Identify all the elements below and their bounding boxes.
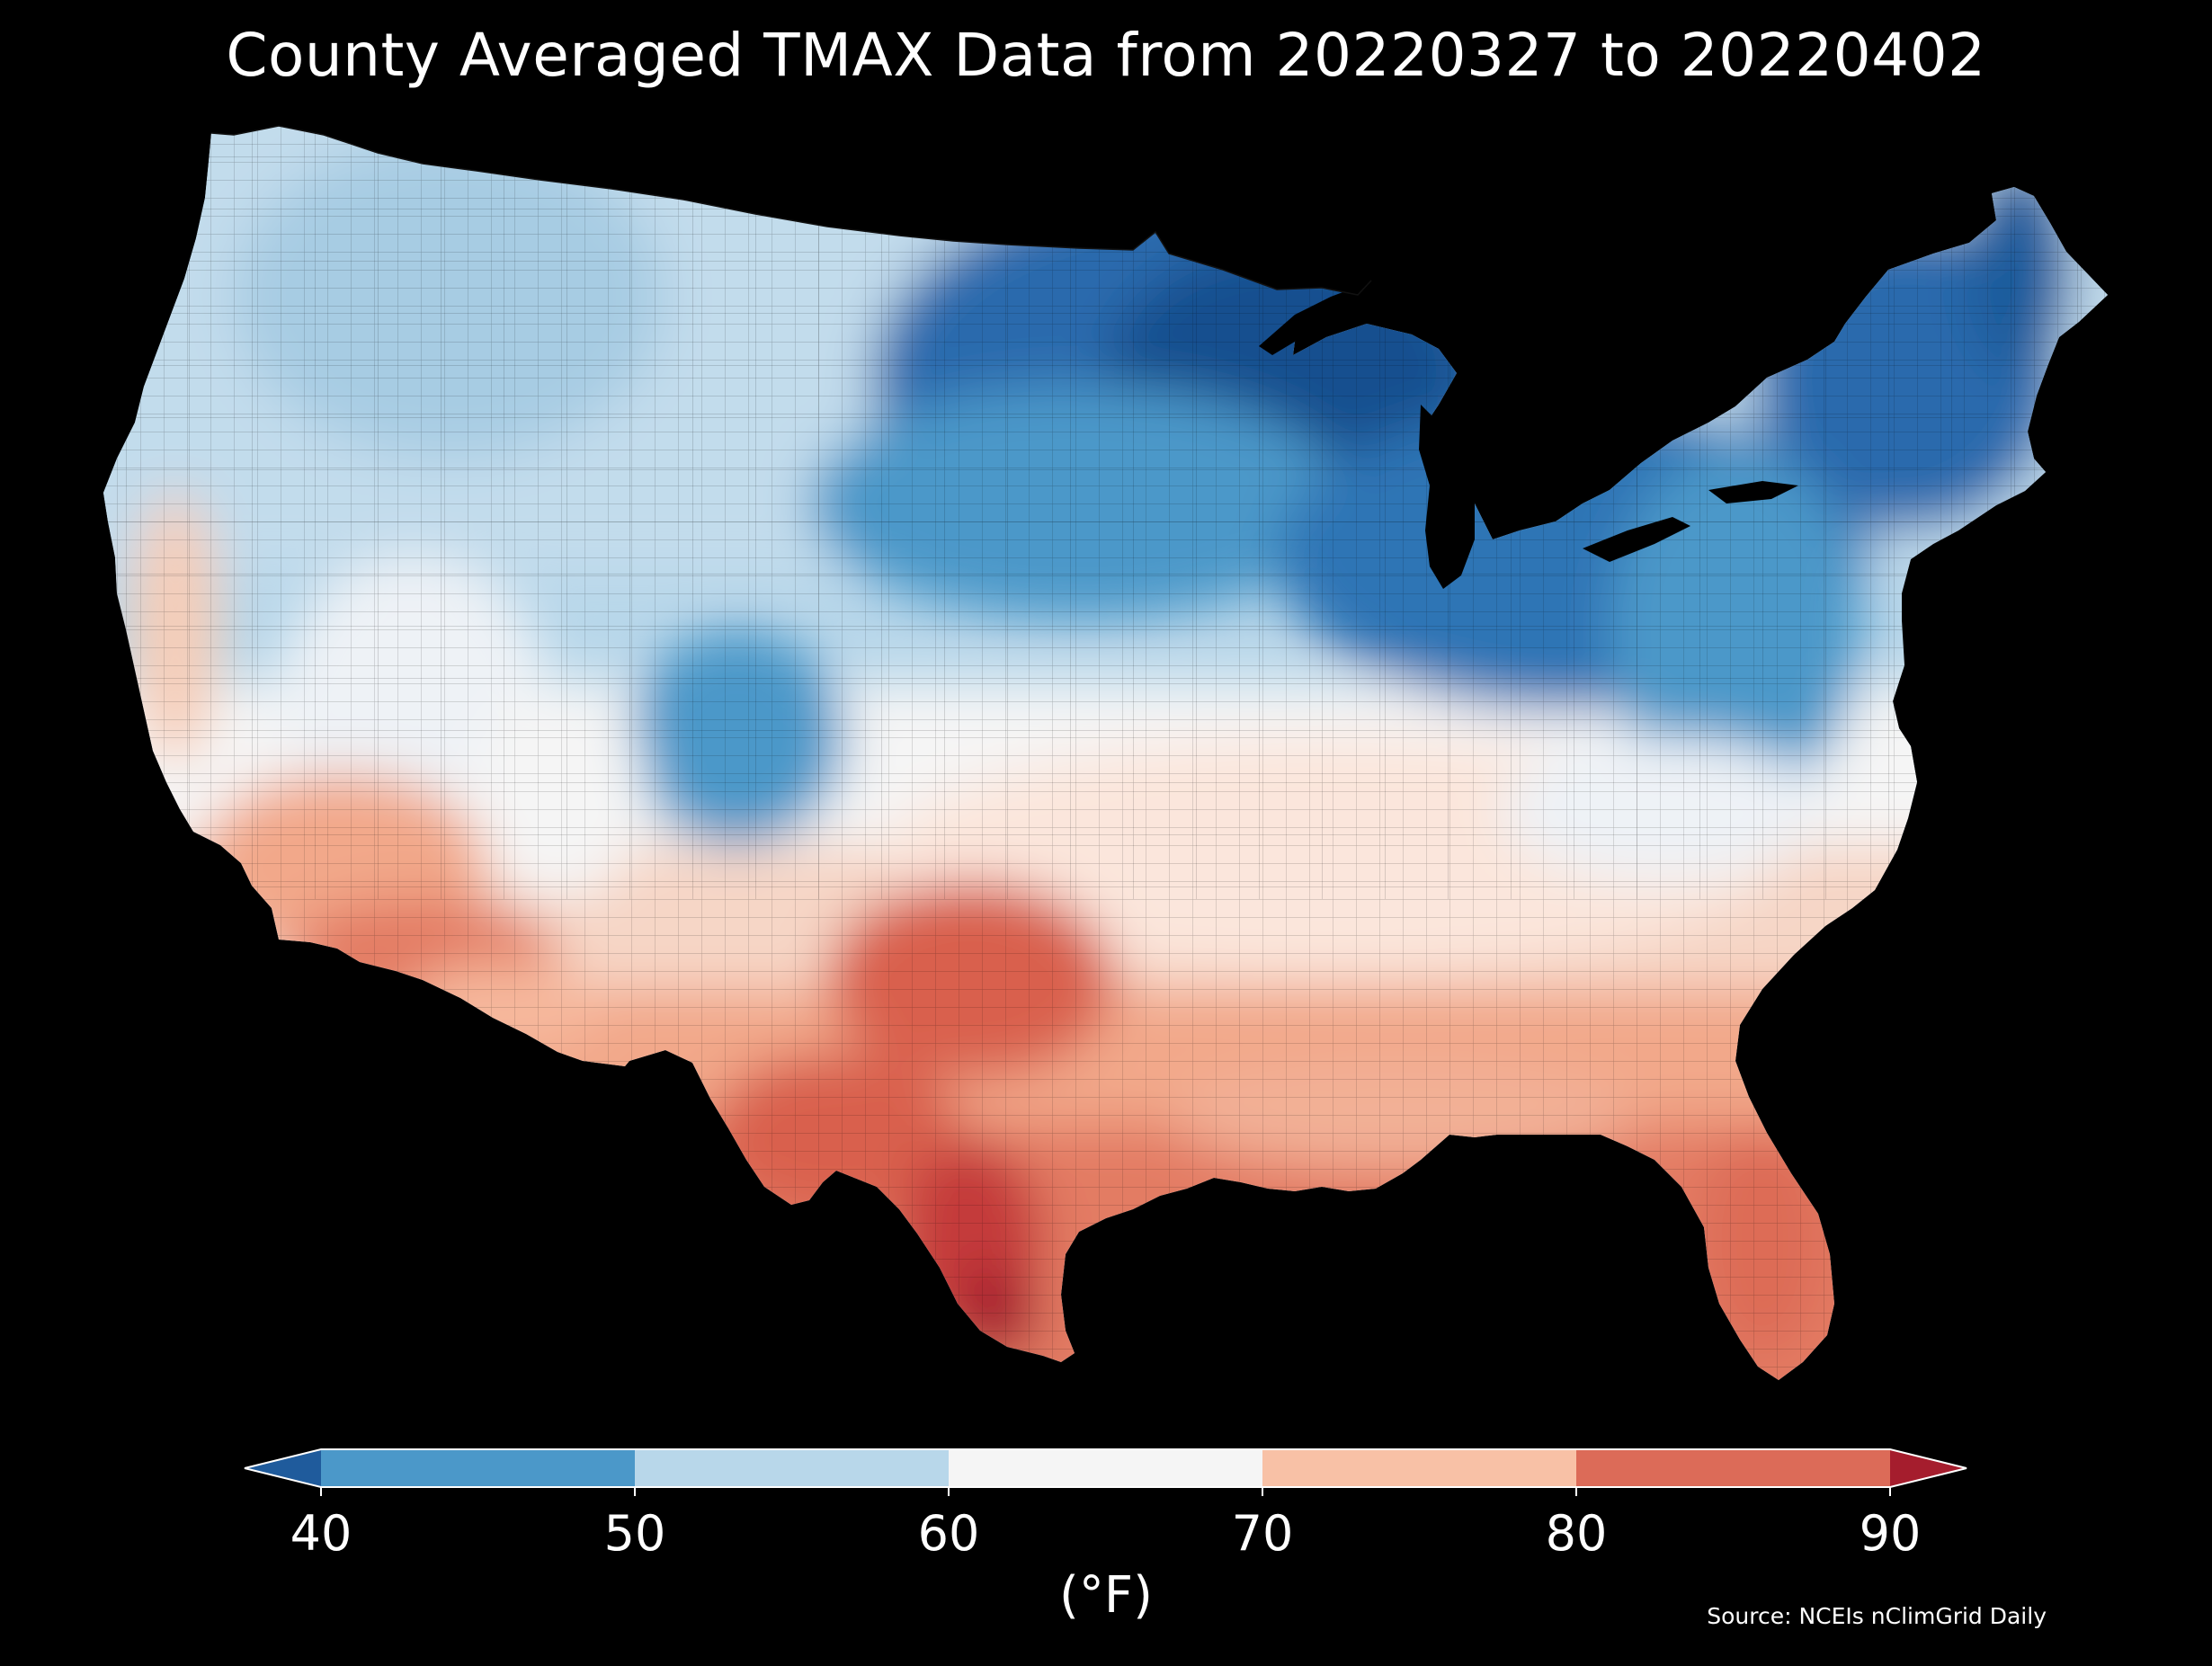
- colorbar-tick-label: 70: [1232, 1505, 1294, 1562]
- colorbar-bin-0: [321, 1449, 635, 1487]
- colorbar-tick-label: 40: [290, 1505, 352, 1562]
- lake-huron: [1493, 396, 1565, 486]
- lake-ontario: [1708, 481, 1798, 503]
- source-note: Source: NCEIs nClimGrid Daily: [1707, 1603, 2047, 1629]
- colorbar-over-extension: [1890, 1449, 1967, 1487]
- colorbar-tick-label: 50: [604, 1505, 666, 1562]
- us-outline: [210, 125, 1372, 296]
- map-title: County Averaged TMAX Data from 20220327 …: [226, 21, 1986, 90]
- colorbar: 40 50 60 70 80 90: [244, 1448, 1967, 1562]
- colorbar-bin-1: [635, 1449, 949, 1487]
- colorbar-tick-label: 60: [918, 1505, 980, 1562]
- colorbar-tick-label: 90: [1860, 1505, 1922, 1562]
- colorbar-bin-3: [1262, 1449, 1576, 1487]
- colorbar-units-label: (°F): [1059, 1566, 1153, 1625]
- lake-erie: [1583, 517, 1690, 562]
- lake-michigan: [1419, 405, 1475, 589]
- colorbar-bin-2: [949, 1449, 1262, 1487]
- lake-superior: [1259, 283, 1380, 355]
- colorbar-tick-label: 80: [1546, 1505, 1608, 1562]
- colorbar-bin-4: [1576, 1449, 1890, 1487]
- colorbar-under-extension: [245, 1449, 321, 1487]
- great-lakes: [1259, 283, 1798, 589]
